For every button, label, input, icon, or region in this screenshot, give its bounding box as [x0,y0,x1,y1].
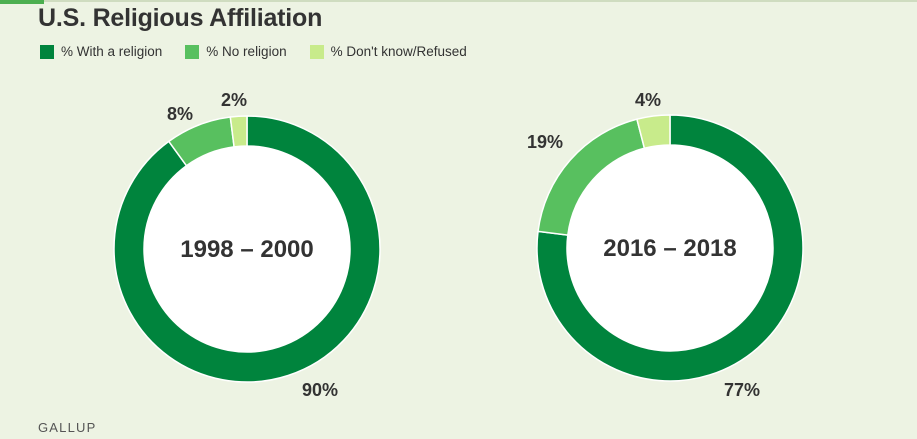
chart-title: U.S. Religious Affiliation [38,4,323,32]
donut-2-value-label-no-religion: 19% [527,132,563,152]
legend-item-with-religion: % With a religion [40,44,162,59]
donut-2-period-label: 2016 – 2018 [603,235,736,262]
legend-item-dont-know: % Don't know/Refused [309,44,467,59]
donut-1-slice-dont-know [229,115,248,148]
legend-swatch-no-religion [185,44,200,59]
donut-1-hole [144,146,350,352]
donut-1-value-label-with-religion: 90% [302,380,338,400]
legend: % With a religion % No religion % Don't … [40,44,490,59]
top-accent-bar [0,0,44,4]
donut-2-value-label-with-religion: 77% [724,380,760,400]
donut-2-hole [567,145,773,351]
top-rule [0,0,917,2]
donut-2-value-label-dont-know: 4% [635,90,661,110]
legend-label-with-religion: % With a religion [61,44,163,59]
legend-label-dont-know: % Don't know/Refused [330,44,467,59]
legend-item-no-religion: % No religion [185,44,287,59]
legend-label-no-religion: % No religion [206,44,287,59]
source-credit: GALLUP [38,420,97,435]
legend-swatch-with-religion [40,44,54,59]
donut-1-value-label-dont-know: 2% [221,90,247,110]
legend-swatch-dont-know [309,44,324,59]
donut-1-value-label-no-religion: 8% [167,104,193,124]
donut-1-period-label: 1998 – 2000 [180,236,313,263]
